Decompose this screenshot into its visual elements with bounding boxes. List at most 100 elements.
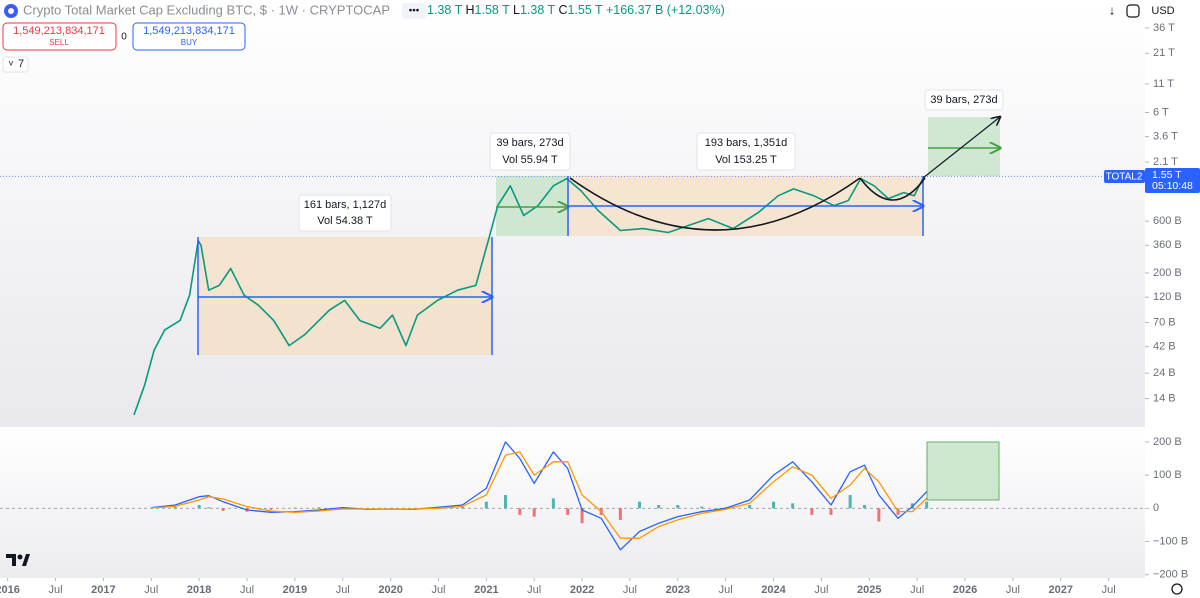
annotation: 39 bars, 273d (496, 137, 563, 149)
change-value: +166.37 B (+12.03%) (606, 3, 725, 17)
x-tick-label: 2025 (857, 584, 881, 596)
y-tick-label: 14 B (1153, 392, 1176, 404)
x-tick-label: 2020 (378, 584, 402, 596)
sell-price[interactable]: 1,549,213,834,171 (13, 25, 105, 37)
histogram-bar (772, 501, 776, 509)
reset-button[interactable] (1126, 4, 1140, 18)
currency[interactable]: USD (1151, 5, 1174, 17)
open-value: 1.38 T (427, 3, 463, 17)
histogram-bar (580, 508, 584, 524)
macd-line (151, 451, 928, 539)
projection-box (496, 176, 568, 236)
drawings: 161 bars, 1,127d Vol 54.38 T 39 bars, 27… (197, 89, 1004, 501)
histogram-bar (484, 501, 488, 509)
close-label: C (558, 3, 567, 17)
y-tick-label: 100 B (1153, 469, 1182, 481)
x-tick-label: Jul (814, 584, 828, 596)
y-tick-label: −200 B (1153, 569, 1188, 581)
y-tick-label: 600 B (1153, 215, 1182, 227)
x-tick-label: 2019 (283, 584, 307, 596)
histogram-bar (566, 508, 570, 515)
y-tick-label: 70 B (1153, 317, 1176, 329)
histogram-bar (862, 504, 866, 509)
handle-arc (859, 177, 926, 201)
histogram-bar (221, 508, 225, 511)
y-tick-label: 24 B (1153, 367, 1176, 379)
trend-arrow (922, 117, 1000, 179)
spread: 0 (121, 32, 127, 43)
y-tick-label: 21 T (1153, 47, 1175, 59)
y-tick-label: −100 B (1153, 535, 1188, 547)
x-tick-label: Jul (144, 584, 158, 596)
annotation: 193 bars, 1,351d (705, 137, 788, 149)
x-tick-label: Jul (719, 584, 733, 596)
annotation-box (696, 132, 796, 171)
date-range-box (198, 237, 492, 355)
more-button-label[interactable]: ••• (409, 6, 420, 17)
y-tick-label: 200 B (1153, 436, 1182, 448)
buy-label[interactable]: BUY (181, 38, 198, 47)
annotation-box (298, 194, 392, 232)
close-value: 1.55 T (567, 3, 603, 17)
histogram-bar (657, 504, 661, 509)
histogram-bar (700, 506, 704, 509)
macd-projection-box (926, 441, 1000, 501)
series-layer: 36 T 21 T 11 T 6 T 3.6 T 2.1 T 600 B 360 B 200 B… (0, 22, 1188, 596)
symbol-logo-inner (8, 8, 14, 14)
histogram-bar (551, 498, 555, 509)
y-tick-label: 0 (1153, 502, 1159, 514)
price-line (133, 176, 925, 416)
y-tick-label: 200 B (1153, 267, 1182, 279)
header: Crypto Total Market Cap Excluding BTC, $… (2, 2, 1175, 73)
annotation: Vol 55.94 T (502, 154, 558, 166)
y-tick-label: 3.6 T (1153, 131, 1178, 143)
histogram-bar (618, 508, 622, 520)
histogram-bar (207, 507, 211, 509)
x-tick-label: 2022 (570, 584, 594, 596)
histogram-bar (460, 506, 464, 509)
x-tick-label: Jul (527, 584, 541, 596)
low-label: L (513, 3, 520, 17)
annotation: 161 bars, 1,127d (304, 199, 387, 211)
logo-part (17, 554, 23, 560)
indicators-count[interactable]: 7 (18, 58, 24, 70)
more-button[interactable] (402, 3, 426, 19)
price-tag (1145, 168, 1200, 193)
x-tick-label: 2027 (1049, 584, 1073, 596)
histogram-bar (317, 507, 321, 509)
x-tick-label: Jul (910, 584, 924, 596)
histogram-bar (925, 501, 929, 509)
histogram-bar (532, 508, 536, 517)
scroll-down-button[interactable]: ↓ (1109, 2, 1116, 17)
price-tag-value: 1.55 T (1152, 169, 1182, 181)
sell-button[interactable] (2, 22, 117, 51)
annotation: Vol 153.25 T (715, 154, 777, 166)
logo-part (22, 554, 30, 566)
tv-logo (6, 554, 30, 566)
buy-price[interactable]: 1,549,213,834,171 (143, 25, 235, 37)
sell-label[interactable]: SELL (49, 38, 69, 47)
histogram-bar (518, 508, 522, 515)
x-tick-label: Jul (1102, 584, 1116, 596)
x-tick-label: Jul (431, 584, 445, 596)
histogram-bar (197, 504, 201, 509)
buy-button[interactable] (132, 22, 246, 51)
indicators-toggle[interactable] (2, 56, 29, 73)
settings-button[interactable] (1171, 583, 1183, 595)
histogram-bar (149, 507, 153, 509)
histogram-bar (503, 495, 507, 509)
x-tick-label: 2017 (91, 584, 115, 596)
y-tick-label: 360 B (1153, 239, 1182, 251)
histogram-bar (791, 503, 795, 509)
x-tick-label: 2021 (474, 584, 498, 596)
histogram-bar (269, 508, 273, 510)
x-tick-label: Jul (1006, 584, 1020, 596)
histogram-bar (638, 501, 642, 509)
high-label: H (465, 3, 474, 17)
x-tick-label: 2016 (0, 584, 20, 596)
annotation: Vol 54.38 T (317, 215, 373, 227)
toggle-chevron[interactable]: ˅ (8, 58, 13, 68)
last-price-label: TOTAL2 1.55 T 05:10:48 (1104, 168, 1200, 193)
